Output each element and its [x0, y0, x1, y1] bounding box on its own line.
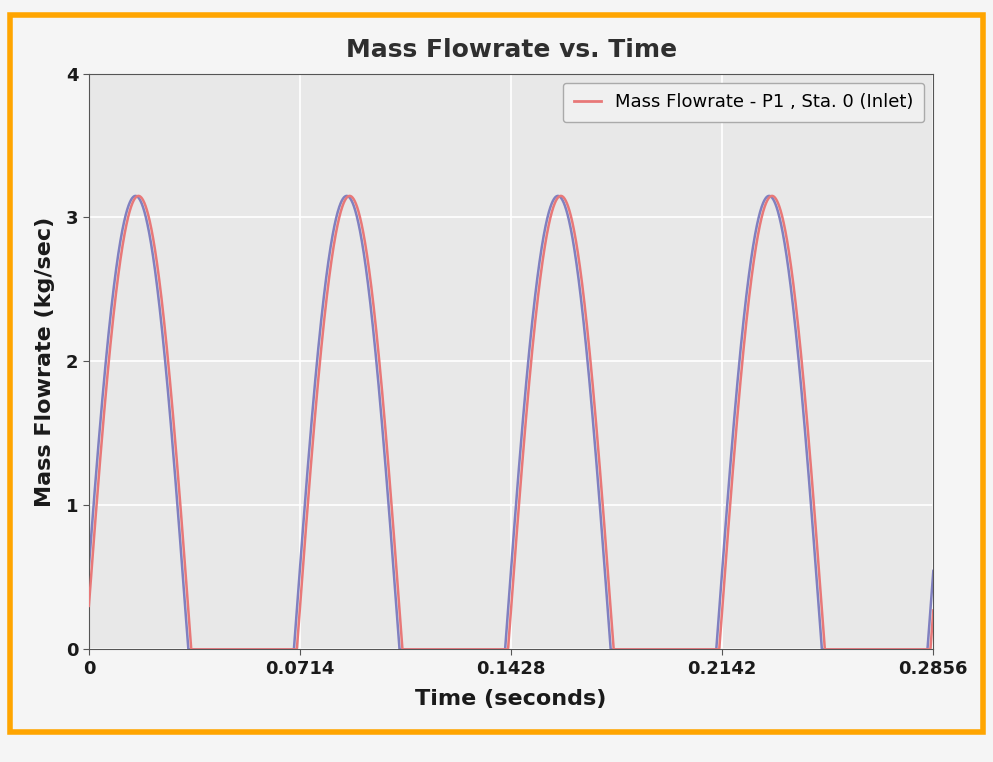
Y-axis label: Mass Flowrate (kg/sec): Mass Flowrate (kg/sec) — [35, 216, 55, 507]
Title: Mass Flowrate vs. Time: Mass Flowrate vs. Time — [346, 38, 676, 62]
Legend: Mass Flowrate - P1 , Sta. 0 (Inlet): Mass Flowrate - P1 , Sta. 0 (Inlet) — [563, 82, 924, 122]
X-axis label: Time (seconds): Time (seconds) — [415, 689, 607, 709]
